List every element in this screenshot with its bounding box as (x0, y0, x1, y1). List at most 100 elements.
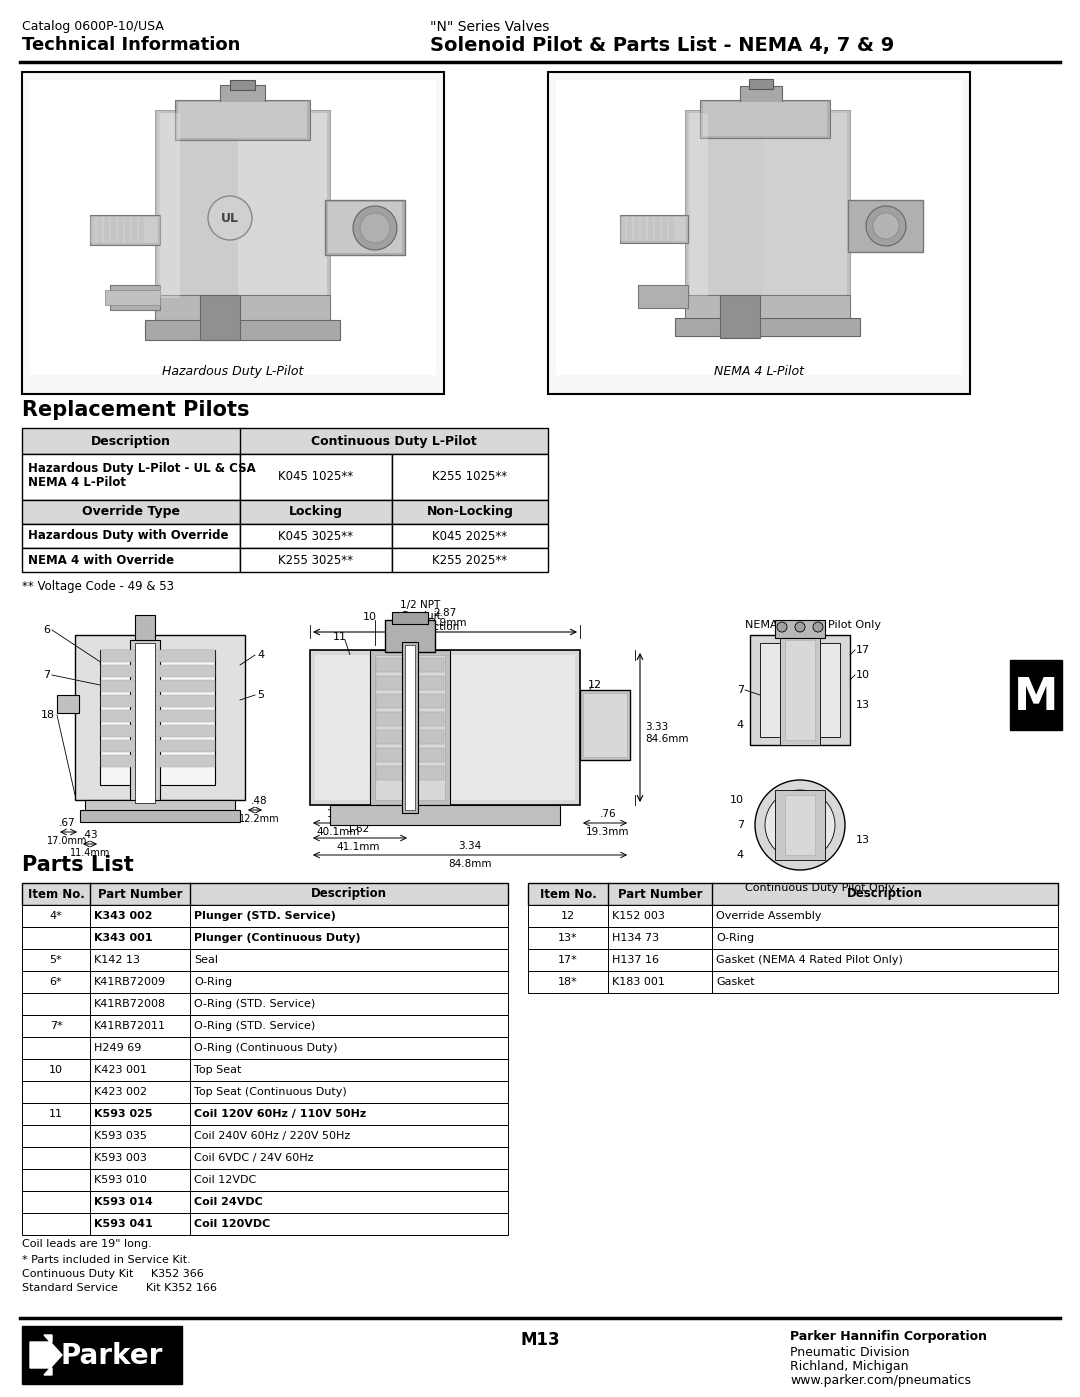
Text: Override Assembly: Override Assembly (716, 911, 822, 921)
Bar (190, 1104, 508, 1125)
Text: NEMA 4 with Override: NEMA 4 with Override (28, 553, 174, 567)
Text: 40.1mm: 40.1mm (316, 827, 360, 837)
Text: Override Type: Override Type (82, 506, 180, 518)
Text: Coil 240V 60Hz / 220V 50Hz: Coil 240V 60Hz / 220V 50Hz (194, 1132, 350, 1141)
Text: K593 003: K593 003 (94, 1153, 147, 1162)
Bar (22, 427, 548, 454)
Bar (100, 650, 215, 785)
Text: 18: 18 (41, 710, 55, 719)
Bar (90, 1147, 190, 1169)
Text: K593 041: K593 041 (94, 1220, 152, 1229)
Bar (405, 645, 415, 810)
Bar (102, 725, 215, 738)
Bar (22, 73, 444, 394)
Text: 12: 12 (561, 911, 575, 921)
Bar (220, 85, 265, 108)
Text: O-Ring (STD. Service): O-Ring (STD. Service) (194, 1021, 315, 1031)
Bar (200, 295, 240, 339)
Bar (22, 548, 240, 571)
Text: UL: UL (221, 211, 239, 225)
Bar (608, 971, 712, 993)
Bar (376, 676, 444, 690)
Text: K045 2025**: K045 2025** (432, 529, 508, 542)
Text: 17*: 17* (558, 956, 578, 965)
Text: Gasket: Gasket (716, 977, 755, 988)
Bar (700, 101, 831, 138)
Bar (190, 1037, 508, 1059)
Bar (376, 658, 444, 672)
Text: 11.4mm: 11.4mm (70, 848, 110, 858)
Bar (22, 1104, 90, 1125)
Bar (528, 971, 608, 993)
Bar (22, 883, 508, 905)
Bar (376, 694, 444, 708)
Bar (685, 295, 850, 332)
Text: "N" Series Valves: "N" Series Valves (430, 20, 550, 34)
Text: K255 2025**: K255 2025** (432, 553, 508, 567)
Text: H134 73: H134 73 (612, 933, 659, 943)
Text: Richland, Michigan: Richland, Michigan (789, 1361, 908, 1373)
Bar (102, 740, 215, 752)
Text: K41RB72011: K41RB72011 (94, 1021, 166, 1031)
Text: 11: 11 (49, 1109, 63, 1119)
Bar (375, 655, 445, 800)
Text: 4: 4 (737, 719, 744, 731)
Bar (780, 636, 820, 745)
Bar (642, 217, 646, 242)
Text: .48: .48 (251, 796, 268, 806)
Bar (325, 200, 405, 256)
Text: K152 003: K152 003 (612, 911, 665, 921)
Text: K045 3025**: K045 3025** (279, 529, 353, 542)
Bar (583, 693, 627, 757)
Text: H249 69: H249 69 (94, 1044, 141, 1053)
Text: 1.62: 1.62 (347, 824, 369, 834)
Ellipse shape (765, 789, 835, 861)
Text: NEMA 4 L-Pilot: NEMA 4 L-Pilot (28, 476, 126, 489)
Bar (156, 110, 330, 305)
Text: 10: 10 (856, 671, 870, 680)
Bar (85, 800, 235, 819)
Ellipse shape (755, 780, 845, 870)
Bar (712, 928, 1058, 949)
Text: 2.87: 2.87 (433, 608, 457, 617)
Bar (328, 203, 402, 253)
Text: K183 001: K183 001 (612, 977, 665, 988)
Bar (620, 217, 625, 242)
Text: Standard Service        Kit K352 166: Standard Service Kit K352 166 (22, 1282, 217, 1294)
Text: 41.1mm: 41.1mm (336, 842, 380, 852)
Bar (392, 500, 548, 524)
Text: 10: 10 (363, 612, 377, 622)
Text: Pneumatic Division: Pneumatic Division (789, 1345, 909, 1359)
Text: K593 010: K593 010 (94, 1175, 147, 1185)
Bar (75, 636, 245, 800)
Bar (648, 217, 653, 242)
Text: 1.58: 1.58 (326, 809, 350, 819)
Bar (118, 217, 123, 243)
Text: Plunger (Continuous Duty): Plunger (Continuous Duty) (194, 933, 361, 943)
Text: 13*: 13* (558, 933, 578, 943)
Text: 13: 13 (856, 835, 870, 845)
Text: ** Voltage Code - 49 & 53: ** Voltage Code - 49 & 53 (22, 580, 174, 592)
Bar (90, 1037, 190, 1059)
Text: Part Number: Part Number (98, 887, 183, 901)
Text: Coil 24VDC: Coil 24VDC (194, 1197, 262, 1207)
Bar (392, 612, 428, 624)
Bar (669, 217, 674, 242)
Bar (22, 971, 90, 993)
Bar (92, 217, 158, 243)
Text: Plunger (STD. Service): Plunger (STD. Service) (194, 911, 336, 921)
Bar (90, 215, 160, 244)
Circle shape (777, 622, 787, 631)
Text: Catalog 0600P-10/USA: Catalog 0600P-10/USA (22, 20, 164, 34)
Text: Hazardous Duty with Override: Hazardous Duty with Override (28, 529, 229, 542)
Text: .67: .67 (58, 819, 76, 828)
Bar (720, 295, 760, 338)
Bar (90, 971, 190, 993)
Bar (190, 993, 508, 1016)
Bar (22, 1059, 90, 1081)
Bar (110, 285, 160, 310)
Bar (190, 1059, 508, 1081)
Bar (392, 524, 548, 548)
Bar (22, 454, 240, 500)
Bar (90, 1125, 190, 1147)
